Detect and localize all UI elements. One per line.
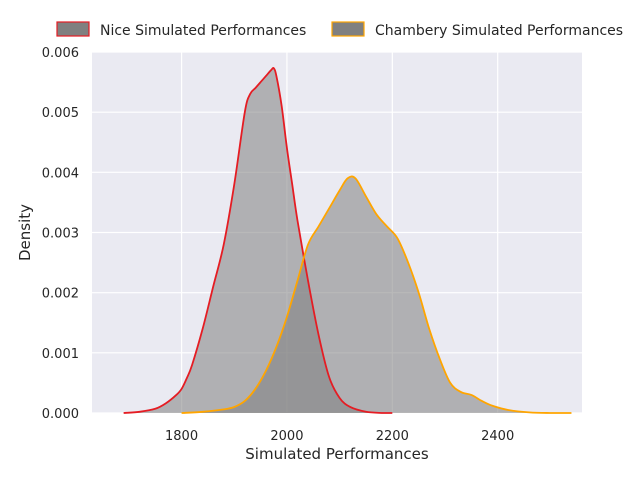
y-tick-label: 0.004 (42, 166, 79, 181)
x-axis-ticks: 1800 2000 2200 2400 (165, 429, 514, 444)
legend-label: Nice Simulated Performances (100, 23, 306, 39)
density-areas (123, 67, 572, 414)
y-tick-label: 0.002 (42, 287, 79, 302)
legend-swatch (56, 21, 90, 37)
y-tick-label: 0.003 (42, 227, 79, 242)
y-tick-label: 0.000 (42, 407, 79, 422)
legend-swatch (331, 21, 365, 37)
x-axis-label: Simulated Performances (245, 445, 429, 463)
chambery-simulated-performances-fill (181, 176, 572, 413)
y-axis-label: Density (16, 204, 34, 261)
nice-simulated-performances-line (123, 67, 393, 414)
x-tick-label: 2200 (376, 429, 409, 444)
y-tick-label: 0.006 (42, 46, 79, 61)
legend-label: Chambery Simulated Performances (375, 23, 623, 39)
y-tick-label: 0.005 (42, 106, 79, 121)
x-tick-label: 2000 (270, 429, 303, 444)
nice-simulated-performances-fill (123, 67, 393, 413)
x-tick-label: 1800 (165, 429, 198, 444)
y-tick-label: 0.001 (42, 347, 79, 362)
chambery-simulated-performances-line (181, 175, 572, 414)
y-axis-ticks: 0.000 0.001 0.002 0.003 0.004 0.005 0.006 (42, 46, 79, 422)
legend: Nice Simulated Performances Chambery Simu… (56, 21, 623, 39)
x-tick-label: 2400 (481, 429, 514, 444)
